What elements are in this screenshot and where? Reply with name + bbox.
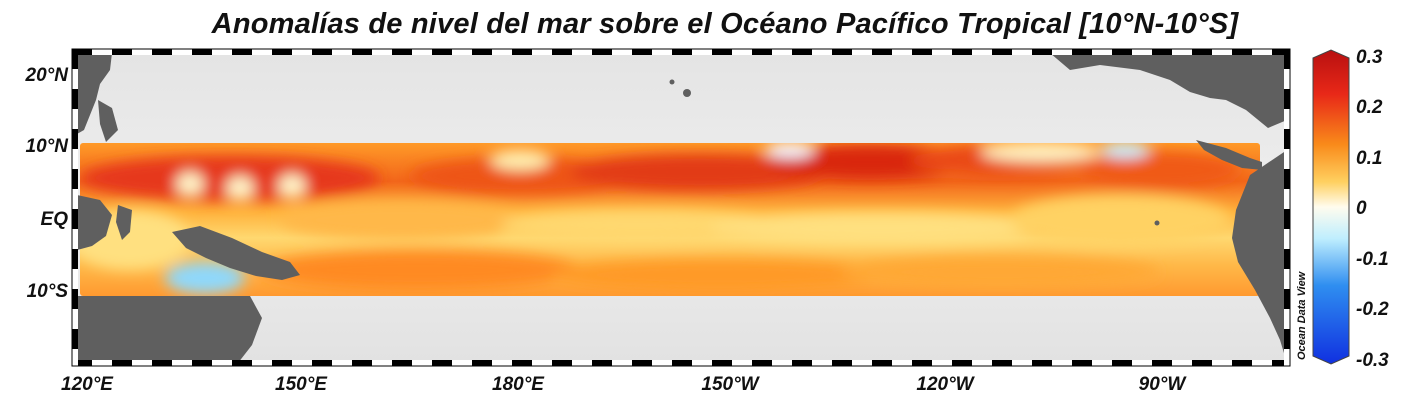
colorbar-tick-0.2: 0.2	[1356, 97, 1383, 118]
lat-label-eq: EQ	[40, 209, 68, 230]
colorbar-tick-neg0.3: -0.3	[1356, 350, 1389, 371]
lon-label-150e: 150°E	[275, 374, 327, 395]
lon-label-150w: 150°W	[701, 374, 759, 395]
colorbar-tick-0: 0	[1356, 198, 1367, 219]
lon-label-120w: 120°W	[916, 374, 974, 395]
colorbar-tick-neg0.2: -0.2	[1356, 299, 1389, 320]
map-title: Anomalías de nivel del mar sobre el Océa…	[211, 8, 1239, 40]
lat-label-10s: 10°S	[26, 281, 68, 302]
lat-label-10n: 10°N	[25, 136, 68, 157]
lon-label-90w: 90°W	[1138, 374, 1186, 395]
colorbar-tick-0.3: 0.3	[1356, 47, 1383, 68]
colorbar	[1312, 49, 1350, 365]
ocean-data-view-watermark: Ocean Data View	[1296, 271, 1308, 360]
colorbar-tick-neg0.1: -0.1	[1356, 249, 1389, 270]
map-frame	[71, 48, 1291, 367]
lon-label-120e: 120°E	[61, 374, 113, 395]
lat-label-20n: 20°N	[25, 65, 68, 86]
anomaly-band	[80, 143, 1260, 296]
lon-label-180e: 180°E	[492, 374, 544, 395]
colorbar-tick-0.1: 0.1	[1356, 148, 1383, 169]
